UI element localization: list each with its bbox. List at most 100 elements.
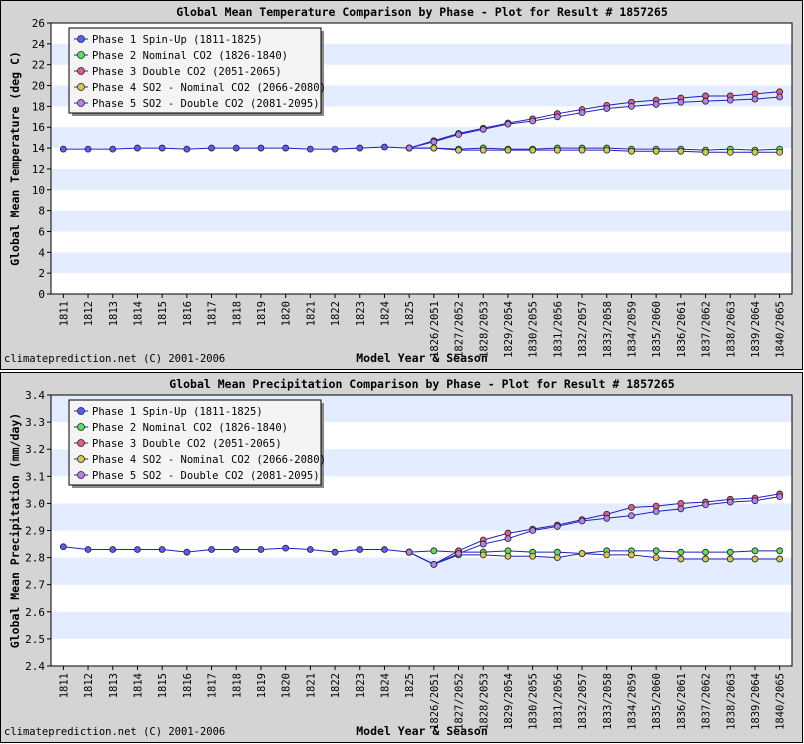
data-point-phase-5: [553, 113, 561, 121]
temperature-chart-panel: 0 2 4 6 8 10 12 14 16 18 20 22 24 26 1811 1812 1813 1814 1…: [0, 0, 803, 370]
x-axis-title: Model Year & Season: [356, 724, 488, 738]
data-point-phase-1: [84, 546, 92, 553]
data-point-phase-1: [208, 144, 215, 152]
y-tick-label: 22: [32, 59, 45, 72]
x-tick-label: 1812: [83, 673, 95, 698]
x-tick-label: 1822: [330, 301, 342, 326]
x-tick-label: 1839/2064: [750, 673, 762, 730]
grid-band: [51, 210, 792, 232]
x-tick-label: 1813: [108, 673, 120, 698]
y-tick-label: 2.6: [25, 606, 45, 619]
legend-marker: [77, 83, 85, 91]
y-tick-label: 2.5: [25, 633, 45, 646]
legend-marker: [77, 51, 85, 59]
legend-box: [68, 27, 322, 114]
x-tick-label: 1836/2061: [676, 673, 688, 730]
x-tick-label: 1832/2057: [577, 673, 589, 730]
data-point-phase-5: [479, 540, 487, 548]
data-point-phase-4: [751, 148, 759, 156]
x-tick-label: 1837/2062: [701, 301, 713, 358]
data-point-phase-1: [134, 144, 141, 152]
data-point-phase-2: [677, 548, 685, 556]
x-tick-label: 1830/2055: [528, 673, 540, 730]
data-point-phase-5: [776, 93, 784, 101]
legend-entry: Phase 3 Double CO2 (2051-2065): [92, 66, 282, 78]
data-point-phase-5: [751, 95, 759, 103]
x-tick-label: 1827/2052: [454, 301, 466, 358]
data-point-phase-5: [578, 517, 586, 525]
data-point-phase-4: [776, 555, 784, 563]
x-tick-label: 1824: [379, 301, 391, 326]
y-tick-label: 3.4: [25, 389, 45, 402]
x-tick-label: 1811: [58, 301, 70, 326]
data-point-phase-5: [702, 501, 709, 509]
series-line-phase-4: [408, 551, 780, 565]
data-point-phase-4: [430, 144, 438, 152]
x-tick-label: 1814: [132, 673, 144, 698]
y-tick-label: 18: [32, 100, 45, 113]
y-tick-label: 0: [38, 288, 45, 301]
data-point-phase-5: [553, 523, 561, 530]
data-point-phase-2: [652, 547, 660, 555]
data-point-phase-5: [677, 505, 685, 513]
data-point-phase-4: [578, 550, 586, 557]
data-point-phase-1: [331, 548, 339, 556]
data-point-phase-5: [405, 548, 413, 556]
series-line-phase-2: [409, 550, 780, 555]
legend-marker: [77, 35, 85, 43]
series-line-phase-2: [409, 147, 780, 151]
x-tick-label: 1816: [182, 673, 194, 698]
data-point-phase-1: [158, 546, 166, 553]
data-point-phase-1: [208, 546, 215, 553]
x-tick-label: 1821: [305, 673, 317, 698]
data-point-phase-5: [652, 508, 660, 515]
data-point-phase-1: [282, 144, 290, 152]
data-point-phase-1: [356, 546, 364, 553]
grid-band: [51, 611, 792, 639]
x-tick-label: 1817: [207, 673, 219, 698]
data-point-phase-5: [430, 138, 438, 146]
plot-frame: [50, 22, 793, 295]
x-tick-label: 1840/2065: [775, 301, 787, 358]
data-point-phase-5: [430, 560, 438, 568]
y-tick-label: 3.0: [25, 497, 45, 510]
x-tick-label: 1815: [157, 673, 169, 698]
data-point-phase-1: [183, 548, 191, 556]
data-point-phase-4: [553, 554, 561, 562]
data-point-phase-4: [504, 552, 512, 560]
data-point-phase-2: [751, 547, 759, 555]
grid-band: [51, 557, 792, 585]
legend-marker: [77, 67, 85, 75]
data-point-phase-5: [479, 125, 487, 133]
y-tick-label: 3.3: [25, 416, 45, 429]
data-point-phase-1: [381, 546, 388, 553]
data-point-phase-2: [776, 547, 784, 555]
x-tick-label: 1823: [355, 301, 367, 326]
chart-title: Global Mean Precipitation Comparison by …: [169, 377, 674, 391]
data-point-phase-2: [702, 548, 709, 556]
x-tick-label: 1814: [132, 301, 144, 326]
x-tick-label: 1818: [231, 301, 243, 326]
y-axis-title: Global Mean Temperature (deg C): [8, 51, 22, 266]
x-tick-label: 1819: [256, 301, 268, 326]
legend-entry: Phase 4 SO2 - Nominal CO2 (2066-2080): [92, 454, 326, 466]
y-tick-label: 3.2: [25, 443, 45, 456]
data-point-phase-4: [553, 146, 561, 154]
y-tick-label: 3.1: [25, 470, 45, 483]
x-tick-label: 1838/2063: [725, 301, 737, 358]
data-point-phase-1: [306, 145, 314, 153]
x-tick-label: 1822: [330, 673, 342, 698]
x-tick-label: 1825: [404, 673, 416, 698]
x-tick-label: 1836/2061: [676, 301, 688, 358]
legend-box: [68, 399, 322, 486]
legend-entry: Phase 4 SO2 - Nominal CO2 (2066-2080): [92, 82, 326, 94]
x-axis-title: Model Year & Season: [356, 351, 488, 365]
x-tick-label: 1820: [281, 301, 293, 326]
data-point-phase-5: [702, 97, 709, 105]
x-tick-label: 1816: [182, 301, 194, 326]
data-point-phase-1: [109, 546, 117, 553]
y-tick-label: 2.7: [25, 579, 45, 592]
x-tick-label: 1813: [108, 301, 120, 326]
x-tick-label: 1834/2059: [626, 673, 638, 730]
